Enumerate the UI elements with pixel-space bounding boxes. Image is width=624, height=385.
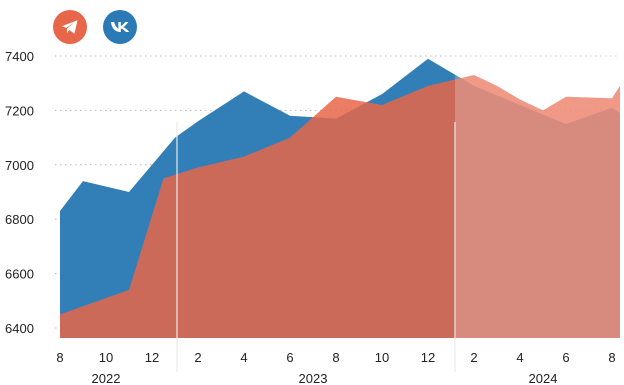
year-label: 2023	[299, 371, 328, 385]
y-tick-label: 7400	[5, 49, 34, 64]
y-axis: 6400 6600 6800 7000 7200 7400	[5, 49, 34, 336]
period-2024-highlight	[455, 20, 620, 338]
year-separators	[176, 122, 456, 372]
x-tick-label: 4	[240, 350, 247, 365]
x-tick-label: 10	[375, 350, 389, 365]
x-tick-label: 6	[562, 350, 569, 365]
y-tick-label: 7000	[5, 158, 34, 173]
x-tick-label: 8	[332, 350, 339, 365]
x-tick-label: 6	[286, 350, 293, 365]
y-tick-label: 6400	[5, 321, 34, 336]
telegram-icon	[61, 20, 78, 34]
year-label: 2024	[529, 371, 558, 385]
y-tick-label: 6600	[5, 267, 34, 282]
y-tick-label: 7200	[5, 103, 34, 118]
series-areas	[60, 20, 620, 338]
vk-icon	[110, 22, 130, 32]
x-tick-label: 2	[470, 350, 477, 365]
vk-legend-button[interactable]	[103, 10, 137, 44]
x-tick-label: 12	[421, 350, 435, 365]
x-tick-label: 8	[56, 350, 63, 365]
year-label: 2022	[92, 371, 121, 385]
x-tick-label: 12	[145, 350, 159, 365]
x-tick-label: 4	[516, 350, 523, 365]
x-axis: 8 10 12 2 4 6 8 10 12 2 4 6 8 2022 2023 2024	[56, 350, 615, 385]
y-tick-label: 6800	[5, 212, 34, 227]
telegram-area	[60, 75, 620, 338]
x-tick-label: 10	[99, 350, 113, 365]
x-tick-label: 8	[608, 350, 615, 365]
telegram-legend-button[interactable]	[53, 10, 87, 44]
x-tick-label: 2	[194, 350, 201, 365]
